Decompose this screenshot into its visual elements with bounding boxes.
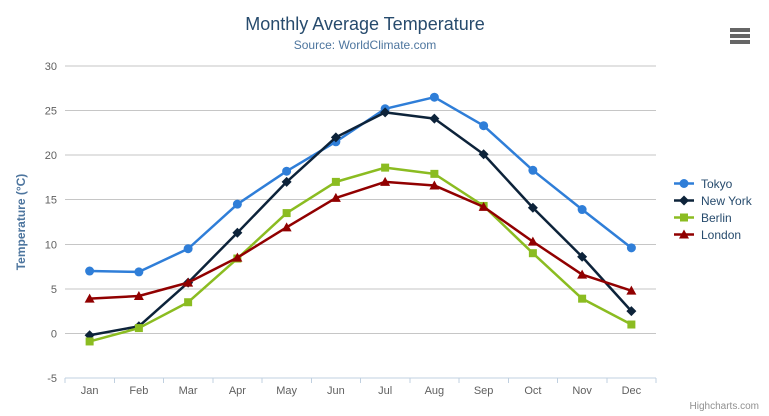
square-marker[interactable]: [134, 324, 143, 333]
diamond-marker[interactable]: [281, 176, 292, 187]
triangle-marker[interactable]: [84, 293, 95, 303]
series-berlin: [85, 163, 636, 346]
diamond-marker[interactable]: [429, 113, 440, 124]
triangle-marker[interactable]: [330, 192, 341, 202]
square-marker[interactable]: [680, 213, 688, 222]
legend-item-london[interactable]: London: [674, 227, 752, 242]
credits-link[interactable]: Highcharts.com: [689, 401, 759, 412]
series-berlin-line: [88, 166, 633, 343]
legend-symbol-circle: [674, 179, 694, 188]
diamond-marker[interactable]: [380, 107, 391, 118]
x-axis-label: Oct: [524, 385, 541, 397]
series-tokyo: [85, 92, 636, 277]
series-tokyo-line: [88, 95, 633, 274]
diamond-marker[interactable]: [330, 132, 341, 143]
triangle-marker[interactable]: [429, 180, 440, 190]
legend-label: Berlin: [701, 210, 732, 225]
triangle-marker[interactable]: [577, 269, 588, 279]
x-axis-label: Mar: [179, 385, 198, 397]
y-axis-label: 25: [45, 106, 57, 118]
triangle-marker[interactable]: [478, 201, 489, 211]
x-axis-label: Aug: [425, 385, 445, 397]
chart-title: Monthly Average Temperature: [245, 14, 485, 34]
circle-marker[interactable]: [479, 121, 489, 131]
y-axis-label: 10: [45, 239, 57, 251]
y-axis-label: 0: [51, 328, 57, 340]
y-axis-label: 15: [45, 195, 57, 207]
x-axis-label: Sep: [474, 385, 494, 397]
triangle-marker[interactable]: [133, 290, 144, 300]
circle-marker[interactable]: [85, 266, 95, 276]
triangle-marker[interactable]: [626, 285, 637, 295]
hamburger-menu-icon: [730, 28, 750, 32]
x-axis-label: Jul: [378, 385, 392, 397]
x-axis-label: Jan: [81, 385, 99, 397]
legend-symbol-square: [674, 213, 694, 222]
triangle-marker[interactable]: [183, 277, 194, 287]
x-axis-label: Dec: [622, 385, 642, 397]
square-marker[interactable]: [430, 169, 439, 178]
y-axis-label: 20: [45, 150, 57, 162]
triangle-marker[interactable]: [232, 252, 243, 262]
series-new-york-line: [88, 111, 633, 337]
circle-marker[interactable]: [577, 205, 587, 215]
diamond-marker[interactable]: [232, 227, 243, 238]
circle-marker[interactable]: [134, 267, 144, 277]
x-axis-label: Feb: [129, 385, 148, 397]
square-marker[interactable]: [282, 209, 291, 218]
x-axis-label: Apr: [229, 385, 246, 397]
circle-marker[interactable]: [429, 92, 439, 102]
circle-marker[interactable]: [679, 179, 689, 188]
series-layer: [84, 92, 637, 346]
square-marker[interactable]: [528, 249, 537, 258]
legend-symbol-triangle: [674, 229, 694, 239]
square-marker[interactable]: [184, 298, 193, 307]
circle-marker[interactable]: [282, 166, 292, 176]
square-marker[interactable]: [331, 177, 340, 186]
legend-item-new-york[interactable]: New York: [674, 193, 752, 208]
series-london: [84, 176, 637, 303]
chart-subtitle: Source: WorldClimate.com: [293, 38, 437, 52]
triangle-marker[interactable]: [679, 229, 689, 239]
legend-label: London: [701, 227, 742, 242]
axes: -5 0 5 10 15 20 25 30 Jan Feb Mar Apr May Jun Jul Aug Se…: [45, 61, 657, 397]
square-marker[interactable]: [85, 337, 94, 346]
diamond-marker[interactable]: [527, 202, 538, 213]
circle-marker[interactable]: [528, 165, 538, 175]
circle-marker[interactable]: [232, 199, 242, 209]
y-axis-label: -5: [47, 373, 57, 385]
x-axis-label: Nov: [572, 385, 592, 397]
diamond-marker[interactable]: [577, 251, 588, 262]
legend-item-tokyo[interactable]: Tokyo: [674, 176, 752, 191]
x-axis-label: May: [276, 385, 297, 397]
square-marker[interactable]: [578, 294, 587, 303]
triangle-marker[interactable]: [380, 176, 391, 186]
y-axis-title: Temperature (°C): [14, 174, 28, 271]
square-marker[interactable]: [627, 320, 636, 329]
y-axis-label: 30: [45, 61, 57, 73]
diamond-marker[interactable]: [478, 149, 489, 160]
legend-label: New York: [701, 193, 752, 208]
legend-label: Tokyo: [701, 176, 733, 191]
legend-item-berlin[interactable]: Berlin: [674, 210, 752, 225]
legend-symbol-diamond: [674, 195, 694, 206]
diamond-marker[interactable]: [679, 195, 689, 206]
x-axis-label: Jun: [327, 385, 345, 397]
triangle-marker[interactable]: [527, 236, 538, 246]
diamond-marker[interactable]: [626, 306, 637, 317]
series-london-line: [88, 180, 633, 300]
square-marker[interactable]: [381, 163, 390, 172]
y-axis-label: 5: [51, 284, 57, 296]
circle-marker[interactable]: [626, 243, 636, 253]
legend: Tokyo New York Berlin London: [674, 176, 752, 242]
triangle-marker[interactable]: [281, 222, 292, 232]
gridlines: [65, 65, 656, 379]
series-new-york: [84, 107, 637, 341]
export-menu-button[interactable]: [727, 19, 755, 41]
circle-marker[interactable]: [183, 244, 193, 254]
